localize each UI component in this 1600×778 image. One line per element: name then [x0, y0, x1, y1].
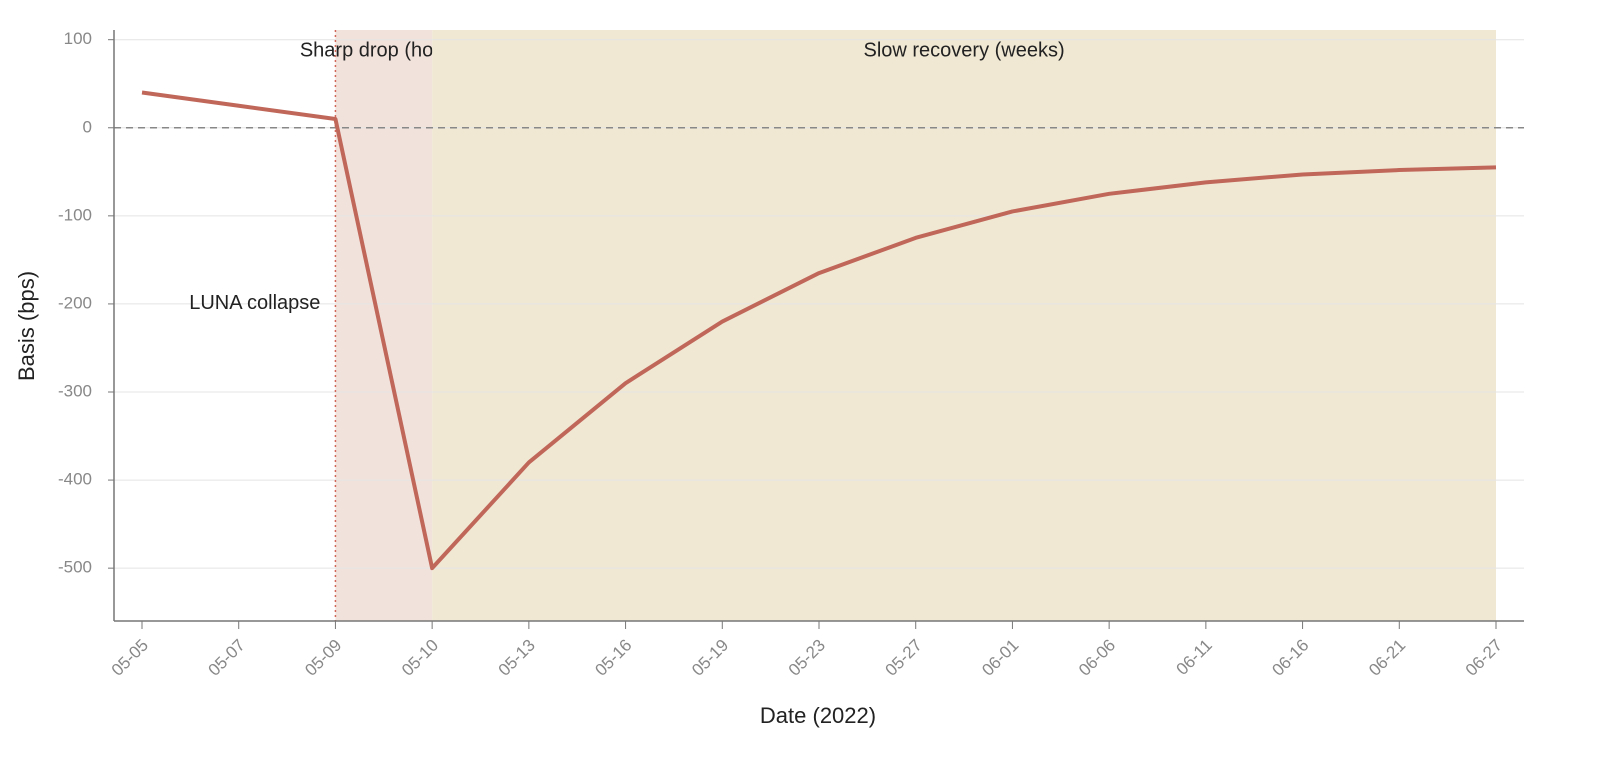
x-tick-label: 05-19 — [688, 636, 732, 680]
span-label: Sharp drop (hours) — [300, 39, 468, 61]
x-tick-label: 06-27 — [1462, 636, 1506, 680]
y-tick-label: 0 — [83, 117, 92, 136]
y-tick-label: -300 — [58, 381, 92, 400]
x-tick-label: 05-13 — [495, 636, 539, 680]
y-tick-label: -500 — [58, 558, 92, 577]
x-axis-title: Date (2022) — [760, 703, 876, 728]
y-axis-title: Basis (bps) — [14, 271, 39, 381]
x-tick-label: 05-07 — [205, 636, 249, 680]
y-tick-label: -200 — [58, 293, 92, 312]
x-tick-label: 05-16 — [591, 636, 635, 680]
x-tick-label: 06-06 — [1075, 636, 1119, 680]
span-region — [432, 30, 1497, 621]
x-tick-label: 05-23 — [785, 636, 829, 680]
x-tick-label: 06-11 — [1173, 636, 1216, 679]
x-tick-label: 06-16 — [1268, 636, 1312, 680]
event-label: LUNA collapse — [189, 292, 320, 314]
x-tick-label: 05-09 — [301, 636, 345, 680]
y-tick-label: 100 — [64, 29, 92, 48]
x-tick-label: 06-21 — [1365, 636, 1409, 680]
data-line — [141, 90, 1497, 571]
y-tick-label: -100 — [58, 205, 92, 224]
span-region — [335, 30, 433, 621]
x-tick-label: 05-05 — [108, 636, 152, 680]
y-tick-label: -400 — [58, 470, 92, 489]
span-label: Slow recovery (weeks) — [863, 39, 1064, 61]
x-tick-label: 05-10 — [398, 636, 442, 680]
x-tick-label: 06-01 — [978, 636, 1022, 680]
x-tick-label: 05-27 — [882, 636, 926, 680]
